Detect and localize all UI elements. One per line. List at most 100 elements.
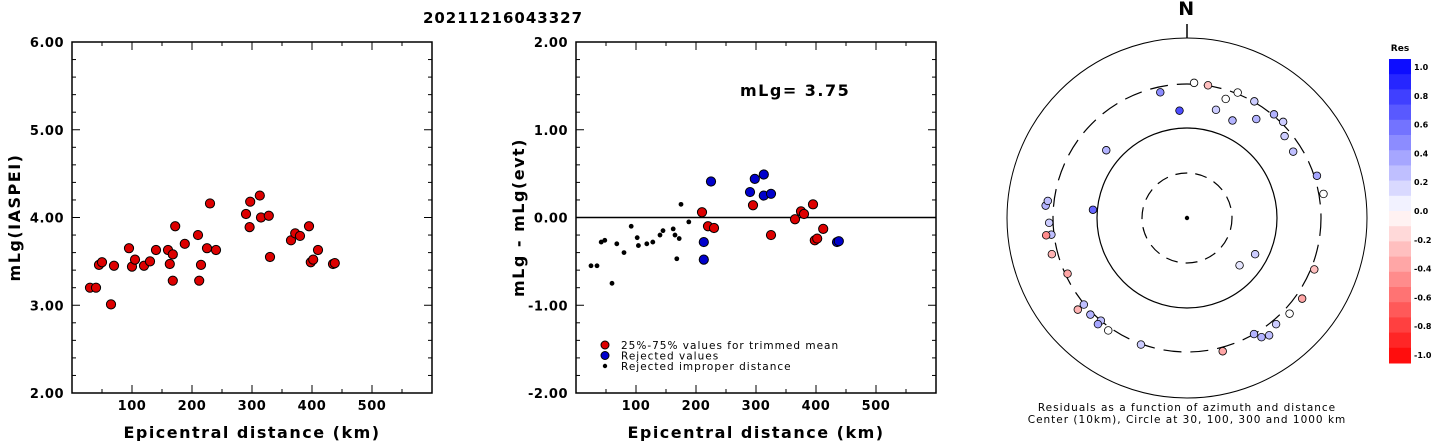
legend-marker (600, 340, 610, 350)
figure-title: 20211216043327 (423, 9, 583, 27)
colorbar-title: Res (1391, 44, 1409, 54)
data-point (201, 243, 213, 254)
y-tick-label: 6.00 (30, 36, 64, 51)
legend-marker (602, 363, 608, 369)
map-caption-line1: Residuals as a function of azimuth and d… (1038, 402, 1336, 414)
colorbar-segment (1389, 317, 1411, 334)
x-tick-label: 300 (742, 399, 771, 414)
station-residual-point (1233, 88, 1242, 97)
trimmed-point (765, 229, 777, 241)
y-tick-label: 2.00 (534, 36, 568, 51)
data-point (245, 196, 256, 207)
station-residual-point (1250, 250, 1260, 259)
plot-frame (71, 41, 433, 394)
data-point (308, 254, 319, 265)
improper-distance-point (636, 243, 641, 248)
station-residual-point (1252, 114, 1261, 124)
trimmed-point (818, 223, 829, 235)
x-tick-label: 300 (238, 399, 267, 414)
station-residual-point (1093, 319, 1103, 329)
improper-distance-point (676, 236, 682, 241)
ring-30km (1141, 172, 1233, 264)
colorbar-segment (1389, 211, 1411, 227)
improper-distance-point (670, 226, 676, 232)
station-residual-point (1264, 331, 1274, 340)
station-residual-point (1041, 231, 1051, 240)
station-residual-point (1175, 106, 1184, 115)
data-point (144, 256, 156, 267)
station-residual-point (1271, 319, 1281, 329)
improper-distance-point (634, 235, 640, 241)
improper-distance-point (644, 241, 650, 247)
trimmed-point (696, 207, 708, 218)
colorbar-segment (1389, 226, 1411, 242)
residual-distance-chart: 100 200 300 400 500 -2.00 -1.00 0.00 1.00 2.00 Epi… (509, 36, 937, 441)
data-point (240, 208, 252, 220)
azimuth-residual-map: N Residuals as a function of azimuth and … (1006, 0, 1432, 426)
rejected-point (833, 236, 844, 247)
station-residual-point (1156, 88, 1165, 97)
station-residual-point (1312, 171, 1322, 180)
station-residual-point (1086, 310, 1095, 319)
colorbar-tick-label: 0.4 (1414, 149, 1429, 158)
colorbar-tick-label: 0.0 (1414, 207, 1429, 216)
colorbar-tick-label: -0.8 (1414, 322, 1432, 331)
improper-distance-point (598, 239, 604, 245)
y-tick-label: 2.00 (30, 387, 64, 402)
colorbar-segment (1389, 165, 1411, 182)
improper-distance-point (650, 239, 656, 245)
y-tick-label: 0.00 (534, 212, 568, 227)
legend-label: Rejected values (621, 351, 719, 363)
station-residual-point (1249, 329, 1259, 339)
data-point (96, 257, 108, 268)
station-residual-point (1211, 105, 1221, 115)
colorbar-tick-label: 0.2 (1414, 178, 1428, 187)
ring-300km (1052, 83, 1322, 353)
magnitude-annotation: mLg= 3.75 (740, 81, 850, 100)
data-point (195, 259, 207, 270)
colorbar-tick-label: 1.0 (1414, 63, 1429, 72)
x-axis-label: Epicentral distance (km) (627, 423, 884, 441)
station-residual-point (1079, 300, 1089, 309)
colorbar-segment (1389, 74, 1411, 90)
data-point (329, 258, 340, 269)
data-point (167, 249, 178, 260)
colorbar-tick-label: 0.8 (1414, 92, 1429, 101)
legend-label: 25%-75% values for trimmed mean (621, 340, 839, 352)
data-point (294, 230, 306, 242)
rejected-point (698, 236, 709, 248)
colorbar-segment (1389, 119, 1411, 136)
trimmed-point (807, 199, 819, 210)
station-residual-point (1136, 340, 1146, 349)
colorbar-segment (1389, 302, 1411, 318)
x-tick-label: 200 (682, 399, 711, 414)
colorbar-tick-label: 0.6 (1414, 121, 1429, 130)
y-axis-label: mLg - mLg(evt) (509, 138, 528, 297)
colorbar-segment (1389, 89, 1411, 106)
x-tick-label: 100 (118, 399, 147, 414)
colorbar-segment (1389, 347, 1411, 364)
data-point (312, 244, 324, 256)
y-tick-label: -2.00 (528, 387, 568, 402)
improper-distance-point (628, 223, 634, 229)
data-point (194, 275, 205, 286)
station-residual-point (1043, 196, 1053, 206)
x-axis-label: Epicentral distance (km) (123, 423, 380, 441)
data-point (167, 275, 178, 286)
y-axis-label: mLg(IASPEI) (5, 154, 24, 282)
station-residual-point (1203, 81, 1213, 90)
colorbar-segment (1389, 135, 1411, 151)
improper-distance-point (678, 201, 684, 207)
station-residual-point (1047, 250, 1057, 259)
data-point (129, 254, 141, 265)
station-residual-point (1319, 189, 1328, 199)
map-caption-line2: Center (10km), Circle at 30, 100, 300 an… (1028, 414, 1347, 426)
station-residual-point (1310, 265, 1319, 274)
y-tick-label: 5.00 (30, 124, 64, 139)
station-residual-point (1088, 205, 1098, 214)
data-point (164, 258, 175, 270)
y-tick-label: -1.00 (528, 299, 568, 314)
station-residual-point (1104, 326, 1113, 335)
data-point (263, 210, 274, 221)
improper-distance-point (621, 250, 627, 256)
